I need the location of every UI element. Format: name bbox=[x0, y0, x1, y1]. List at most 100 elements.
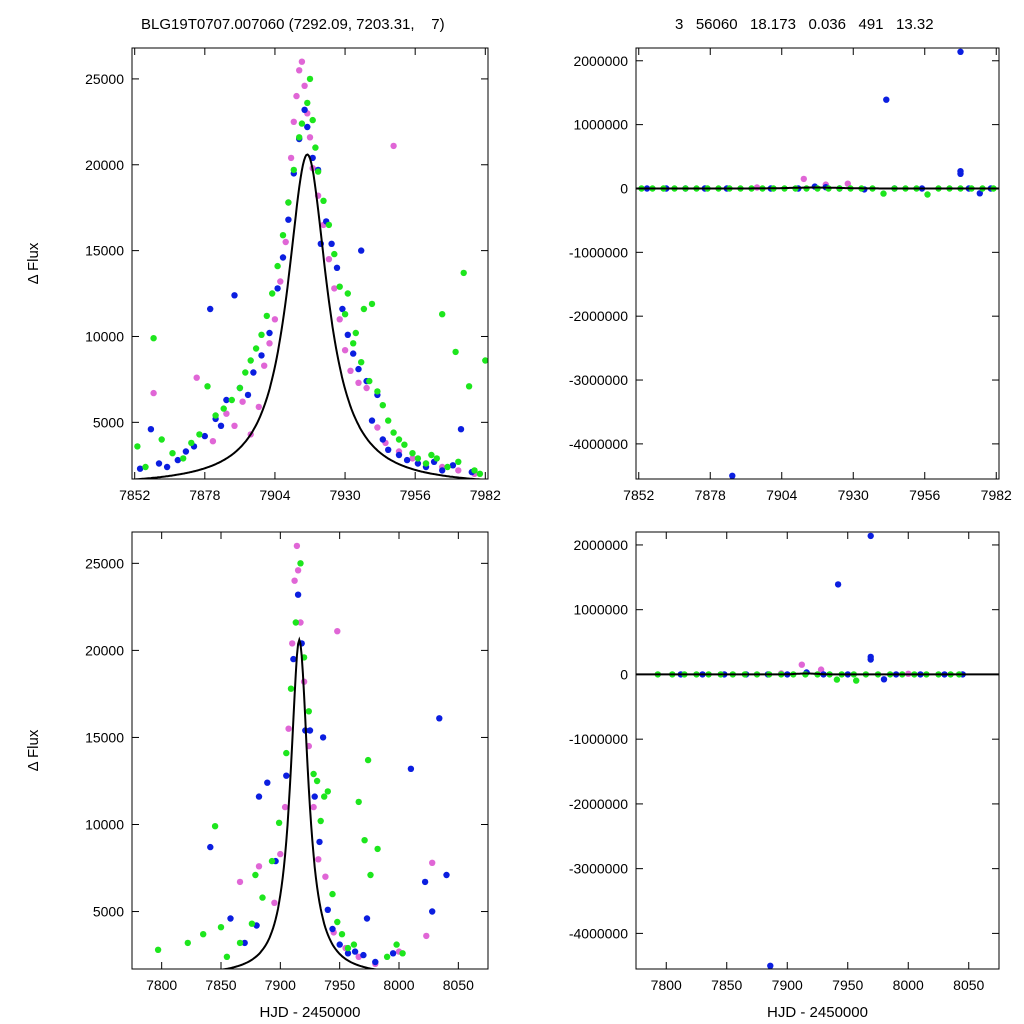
data-point bbox=[193, 374, 200, 381]
data-point bbox=[455, 467, 462, 474]
x-tick-label: 8050 bbox=[953, 977, 984, 993]
data-point bbox=[250, 369, 257, 376]
y-axis-label: Δ Flux bbox=[25, 242, 42, 284]
data-point bbox=[292, 619, 299, 626]
data-point bbox=[336, 941, 343, 948]
data-point bbox=[853, 677, 860, 684]
data-point bbox=[304, 99, 311, 107]
data-point bbox=[834, 581, 842, 588]
x-tick-label: 7950 bbox=[832, 977, 863, 993]
data-point bbox=[366, 377, 373, 385]
y-tick-label: 0 bbox=[620, 180, 628, 196]
y-tick-label: -2000000 bbox=[569, 796, 628, 812]
data-point bbox=[163, 463, 171, 471]
data-point bbox=[334, 918, 341, 926]
data-point bbox=[310, 803, 317, 811]
y-tick-label: 1000000 bbox=[573, 117, 628, 133]
data-point bbox=[414, 455, 422, 462]
data-point bbox=[180, 455, 187, 462]
data-point bbox=[429, 859, 436, 866]
y-tick-label: -4000000 bbox=[569, 436, 628, 452]
y-tick-label: 2000000 bbox=[573, 53, 628, 69]
data-point bbox=[169, 450, 176, 457]
data-point bbox=[290, 118, 297, 126]
y-tick-label: 25000 bbox=[85, 71, 124, 87]
data-point bbox=[324, 906, 331, 913]
data-point bbox=[228, 396, 235, 404]
y-tick-label: -4000000 bbox=[569, 925, 628, 941]
data-point bbox=[150, 335, 157, 342]
data-point bbox=[867, 656, 874, 663]
data-point bbox=[798, 661, 805, 668]
x-axis-label: HJD - 2450000 bbox=[767, 1004, 868, 1021]
x-tick-label: 7904 bbox=[766, 487, 797, 503]
data-point bbox=[217, 924, 225, 931]
data-point bbox=[259, 894, 266, 901]
data-point bbox=[385, 446, 392, 453]
data-point bbox=[309, 116, 316, 124]
x-tick-label: 7878 bbox=[695, 487, 726, 503]
x-tick-label: 7956 bbox=[909, 487, 940, 503]
data-point bbox=[374, 845, 381, 853]
data-point bbox=[293, 92, 300, 100]
data-point bbox=[304, 123, 311, 131]
data-point bbox=[268, 857, 276, 865]
data-point bbox=[439, 311, 446, 318]
panel-top-left: 7852 7878 7904 7930 7956 7982 5000 10000 15000 20… bbox=[25, 47, 501, 503]
data-point bbox=[184, 939, 191, 947]
data-point bbox=[158, 436, 165, 443]
data-point bbox=[449, 462, 457, 469]
data-point bbox=[393, 941, 400, 948]
data-point bbox=[290, 166, 297, 174]
data-point bbox=[344, 950, 352, 957]
data-point bbox=[924, 191, 931, 198]
data-point bbox=[247, 357, 254, 364]
x-axis-label: HJD - 2450000 bbox=[260, 1004, 361, 1021]
data-point bbox=[409, 450, 416, 457]
data-point bbox=[374, 424, 381, 431]
data-point bbox=[291, 577, 298, 584]
y-tick-label: 20000 bbox=[85, 157, 124, 173]
plot-frame bbox=[635, 531, 1000, 970]
data-point bbox=[283, 772, 290, 779]
data-point bbox=[321, 793, 328, 800]
data-point bbox=[325, 221, 333, 229]
data-point bbox=[285, 216, 292, 223]
x-tick-label: 7878 bbox=[189, 487, 220, 503]
data-point bbox=[217, 422, 225, 429]
data-point bbox=[285, 199, 292, 206]
data-point bbox=[423, 932, 430, 940]
panel-bottom-right: 7800 7850 7900 7950 8000 8050 -4000000 -3000000… bbox=[569, 531, 1000, 1021]
x-tick-label: 8000 bbox=[383, 977, 414, 993]
data-point bbox=[252, 345, 260, 352]
data-point bbox=[867, 532, 874, 540]
data-point bbox=[360, 305, 368, 313]
data-point bbox=[322, 873, 329, 880]
data-point bbox=[880, 190, 887, 197]
data-point bbox=[833, 676, 841, 683]
x-tick-label: 7900 bbox=[772, 977, 803, 993]
data-point bbox=[297, 619, 304, 626]
data-point bbox=[317, 817, 324, 825]
data-point bbox=[350, 340, 357, 347]
model-curve bbox=[219, 636, 379, 969]
data-point bbox=[439, 467, 446, 474]
data-point bbox=[255, 863, 263, 870]
data-point bbox=[374, 388, 381, 395]
data-point bbox=[315, 856, 322, 863]
data-point bbox=[150, 389, 157, 397]
data-point bbox=[341, 311, 349, 318]
data-point bbox=[409, 455, 416, 462]
data-point bbox=[368, 417, 376, 424]
data-point bbox=[319, 734, 327, 741]
y-tick-label: 10000 bbox=[85, 816, 124, 832]
data-point bbox=[395, 436, 403, 443]
data-point bbox=[443, 871, 450, 879]
left-title: BLG19T0707.007060 (7292.09, 7203.31, 7) bbox=[141, 16, 445, 33]
plot-frame bbox=[131, 531, 489, 970]
data-point bbox=[421, 878, 429, 886]
panel-bottom-left: 7800 7850 7900 7950 8000 8050 5000 10000 15000 20… bbox=[25, 531, 489, 1021]
x-tick-label: 7900 bbox=[265, 977, 296, 993]
data-point bbox=[383, 953, 391, 960]
x-tick-label: 7956 bbox=[400, 487, 431, 503]
